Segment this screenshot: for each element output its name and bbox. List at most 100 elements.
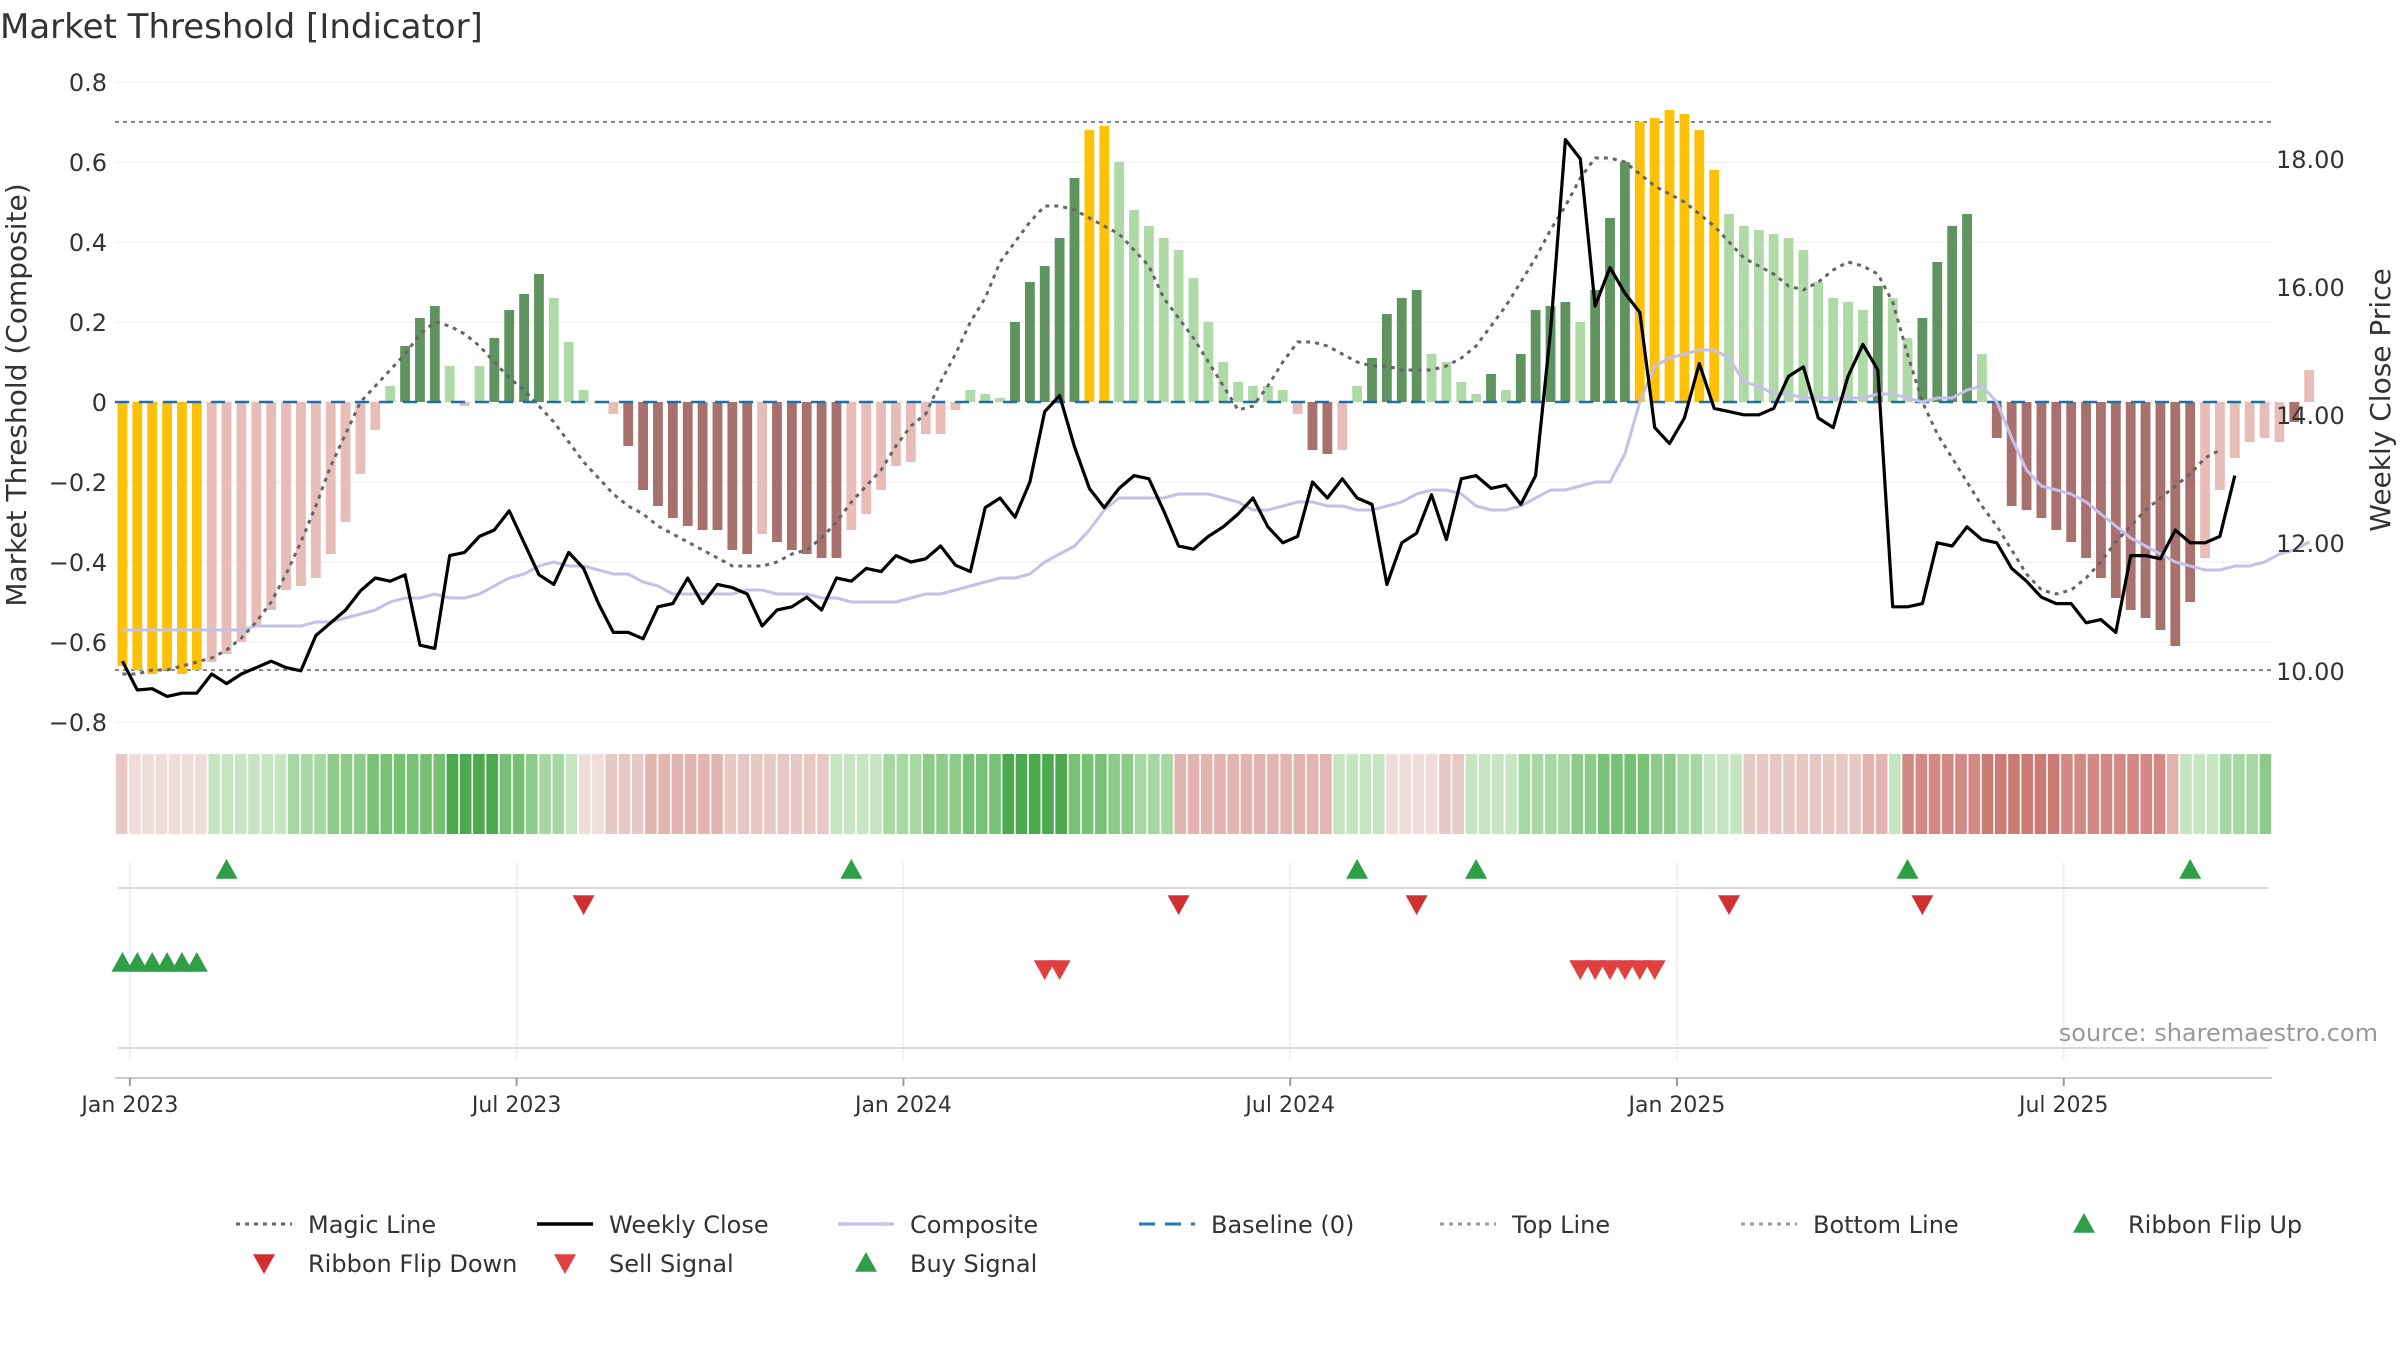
composite-bar-144 — [2259, 402, 2270, 438]
ribbon-cell-75 — [1108, 754, 1120, 834]
composite-bar-143 — [2244, 402, 2255, 442]
composite-bar-142 — [2229, 402, 2240, 458]
composite-bar-105 — [1679, 114, 1690, 402]
ribbon-cell-20 — [380, 754, 393, 834]
x-tick-label-1: Jul 2023 — [470, 1093, 562, 1118]
sell-signal-0 — [1033, 960, 1056, 980]
legend-label-7: Ribbon Flip Down — [308, 1250, 517, 1278]
composite-bar-10 — [266, 402, 277, 610]
ribbon-cell-129 — [1822, 754, 1835, 834]
buy-signal-2 — [141, 952, 164, 972]
ribbon-cell-159 — [2219, 754, 2232, 834]
composite-bar-23 — [459, 402, 470, 406]
composite-bar-110 — [1753, 230, 1764, 402]
ribbon-cell-137 — [1928, 754, 1941, 834]
ribbon-cell-120 — [1703, 754, 1716, 834]
composite-bar-103 — [1649, 118, 1660, 402]
composite-bar-37 — [667, 402, 678, 518]
ribbon-cell-111 — [1584, 754, 1597, 834]
composite-bar-128 — [2021, 402, 2032, 510]
buy-signal-5 — [185, 952, 208, 972]
ribbon-cell-77 — [1134, 754, 1147, 834]
composite-bar-27 — [519, 294, 529, 402]
legend-label-4: Top Line — [1511, 1211, 1610, 1239]
composite-bar-36 — [653, 402, 663, 506]
composite-bar-53 — [905, 402, 916, 462]
composite-bar-95 — [1530, 310, 1541, 402]
ribbon-cell-128 — [1809, 754, 1822, 834]
composite-bar-113 — [1798, 250, 1809, 402]
sell-signal-3 — [1584, 960, 1607, 980]
ribbon-cell-68 — [1015, 754, 1028, 834]
ribbon-cell-76 — [1121, 754, 1134, 834]
sell-signal-6 — [1628, 960, 1651, 980]
composite-bar-146 — [2289, 402, 2300, 422]
source-note: source: sharemaestro.com — [2059, 1019, 2378, 1047]
ribbon-cell-85 — [1240, 754, 1253, 834]
ribbon-cell-144 — [2021, 754, 2033, 834]
ribbon-cell-114 — [1624, 754, 1636, 834]
composite-bar-123 — [1947, 226, 1958, 402]
ribbon-cell-97 — [1399, 754, 1412, 834]
composite-bar-131 — [2066, 402, 2077, 542]
composite-bar-101 — [1619, 162, 1630, 402]
ribbon-cell-27 — [473, 754, 485, 834]
ribbon-cell-147 — [2061, 754, 2073, 834]
ribbon-cell-87 — [1267, 754, 1279, 834]
composite-bar-21 — [429, 306, 440, 402]
legend-swatch-7 — [253, 1254, 275, 1274]
ribbon-cell-82 — [1200, 754, 1213, 834]
ribbon-cell-109 — [1558, 754, 1570, 834]
ribbon-cell-155 — [2166, 754, 2179, 834]
ribbon-cell-30 — [512, 754, 525, 834]
ribbon-cell-52 — [803, 754, 816, 834]
composite-bar-52 — [891, 402, 901, 466]
composite-bar-59 — [995, 398, 1006, 402]
composite-bar-33 — [608, 402, 619, 414]
y-axis-label-right: Weekly Close Price — [2364, 268, 2397, 531]
ribbon-cell-58 — [883, 754, 895, 834]
composite-bar-1 — [132, 402, 143, 670]
ribbon-cell-130 — [1836, 754, 1848, 834]
ribbon-cell-5 — [181, 754, 194, 834]
ribbon-cell-108 — [1544, 754, 1557, 834]
ribbon-cell-36 — [592, 754, 604, 834]
ribbon-cell-151 — [2114, 754, 2126, 834]
lines-layer — [115, 138, 2310, 699]
ribbon-cell-51 — [790, 754, 803, 834]
composite-bar-48 — [831, 402, 842, 558]
composite-bar-116 — [1843, 302, 1853, 402]
composite-bar-94 — [1515, 354, 1526, 402]
ribbon-cell-91 — [1320, 754, 1332, 834]
composite-bar-4 — [177, 402, 187, 674]
legend-label-1: Weekly Close — [609, 1211, 769, 1239]
composite-bar-49 — [846, 402, 857, 530]
ribbon-cell-61 — [923, 754, 935, 834]
y-tick-label-right-0: 18.00 — [2276, 146, 2345, 174]
composite-bar-118 — [1872, 286, 1883, 402]
sell-signal-7 — [1643, 960, 1666, 980]
composite-bar-44 — [772, 402, 782, 542]
legend-label-9: Buy Signal — [910, 1250, 1037, 1278]
ribbon-cell-113 — [1611, 754, 1623, 834]
sell-signal-4 — [1599, 960, 1622, 980]
ribbon-cell-23 — [420, 754, 432, 834]
ribbon-cell-0 — [115, 754, 128, 834]
ribbon-cell-119 — [1690, 754, 1703, 834]
composite-bar-51 — [876, 402, 887, 490]
x-tick-label-5: Jul 2025 — [2017, 1093, 2109, 1118]
composite-bar-45 — [786, 402, 797, 550]
composite-bar-102 — [1634, 122, 1645, 402]
composite-bar-46 — [801, 402, 812, 554]
signals-panel — [111, 859, 2268, 1060]
sell-signal-1 — [1048, 960, 1071, 980]
composite-bar-127 — [2006, 402, 2017, 506]
x-tick-label-3: Jul 2024 — [1243, 1093, 1335, 1118]
composite-bar-99 — [1590, 290, 1601, 402]
composite-bar-83 — [1352, 386, 1363, 402]
legend-item-9: Buy Signal — [855, 1250, 1037, 1278]
ribbon-cell-104 — [1492, 754, 1504, 834]
ribbon-cell-121 — [1717, 754, 1729, 834]
ribbon-cell-152 — [2127, 754, 2139, 834]
